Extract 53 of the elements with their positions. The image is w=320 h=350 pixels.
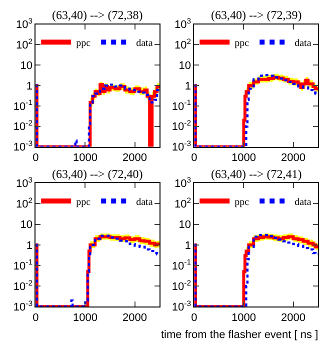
y-tick-label: 10$^{-3}$	[172, 298, 191, 314]
x-tick-label: 2000	[281, 152, 306, 164]
y-tick-label: 10	[20, 219, 32, 232]
y-tick-label: 10$^{-3}$	[13, 139, 32, 154]
y-tick-label: 1	[26, 240, 32, 252]
y-tick-label: 10$^{3}$	[174, 175, 191, 190]
y-tick-label: 10$^{-2}$	[172, 278, 191, 293]
x-tick-label: 0	[191, 312, 198, 324]
y-tick-label: 10$^{-3}$	[172, 139, 191, 154]
y-tick-label: 10$^{-2}$	[172, 118, 191, 134]
x-tick-label: 2000	[122, 152, 147, 164]
y-tick-label: 10	[178, 60, 191, 72]
y-tick-label: 1	[184, 80, 191, 92]
legend-label: data	[136, 38, 154, 50]
chart-title: (63,40) --> (72,41)	[211, 167, 302, 181]
legend-label: data	[294, 196, 312, 208]
y-tick-label: 1	[184, 240, 191, 252]
x-tick-label: 2000	[281, 312, 306, 324]
y-tick-label: 10$^{-2}$	[13, 118, 32, 134]
legend-label: ppc	[234, 38, 250, 50]
y-tick-label: 10$^{3}$	[16, 16, 32, 32]
y-tick-label: 10$^{3}$	[174, 16, 191, 32]
x-axis-title: time from the flasher event [ ns ]	[161, 329, 318, 341]
y-tick-label: 10	[178, 219, 191, 232]
y-tick-label: 10$^{-1}$	[172, 98, 191, 113]
chart-title: (63,40) --> (72,40)	[52, 167, 143, 181]
y-tick-label: 1	[26, 80, 32, 92]
x-tick-label: 1000	[72, 312, 98, 324]
y-tick-label: 10$^{2}$	[174, 36, 191, 52]
x-tick-label: 1000	[231, 152, 256, 164]
y-tick-label: 10$^{-1}$	[13, 98, 32, 113]
legend-label: ppc	[76, 196, 92, 208]
chart-title: (63,40) --> (72,39)	[211, 8, 302, 22]
x-tick-label: 1000	[231, 312, 256, 324]
y-tick-label: 10$^{-2}$	[13, 278, 32, 293]
y-tick-label: 10$^{-3}$	[13, 298, 32, 314]
x-tick-label: 0	[32, 152, 39, 164]
y-tick-label: 10	[20, 60, 32, 72]
legend-label: ppc	[234, 196, 250, 208]
x-tick-label: 0	[191, 152, 198, 164]
y-tick-label: 10$^{3}$	[16, 175, 32, 190]
x-tick-label: 0	[32, 312, 39, 324]
y-tick-label: 10$^{-1}$	[13, 258, 32, 272]
y-tick-label: 10$^{-1}$	[172, 258, 191, 272]
x-tick-label: 1000	[72, 152, 98, 164]
y-tick-label: 10$^{2}$	[174, 196, 191, 211]
legend-label: data	[294, 38, 312, 50]
y-tick-label: 10$^{2}$	[16, 196, 32, 211]
legend-label: ppc	[76, 38, 92, 50]
x-tick-label: 2000	[122, 312, 147, 324]
legend-label: data	[136, 196, 154, 208]
chart-title: (63,40) --> (72,38)	[52, 8, 143, 22]
y-tick-label: 10$^{2}$	[16, 36, 32, 52]
